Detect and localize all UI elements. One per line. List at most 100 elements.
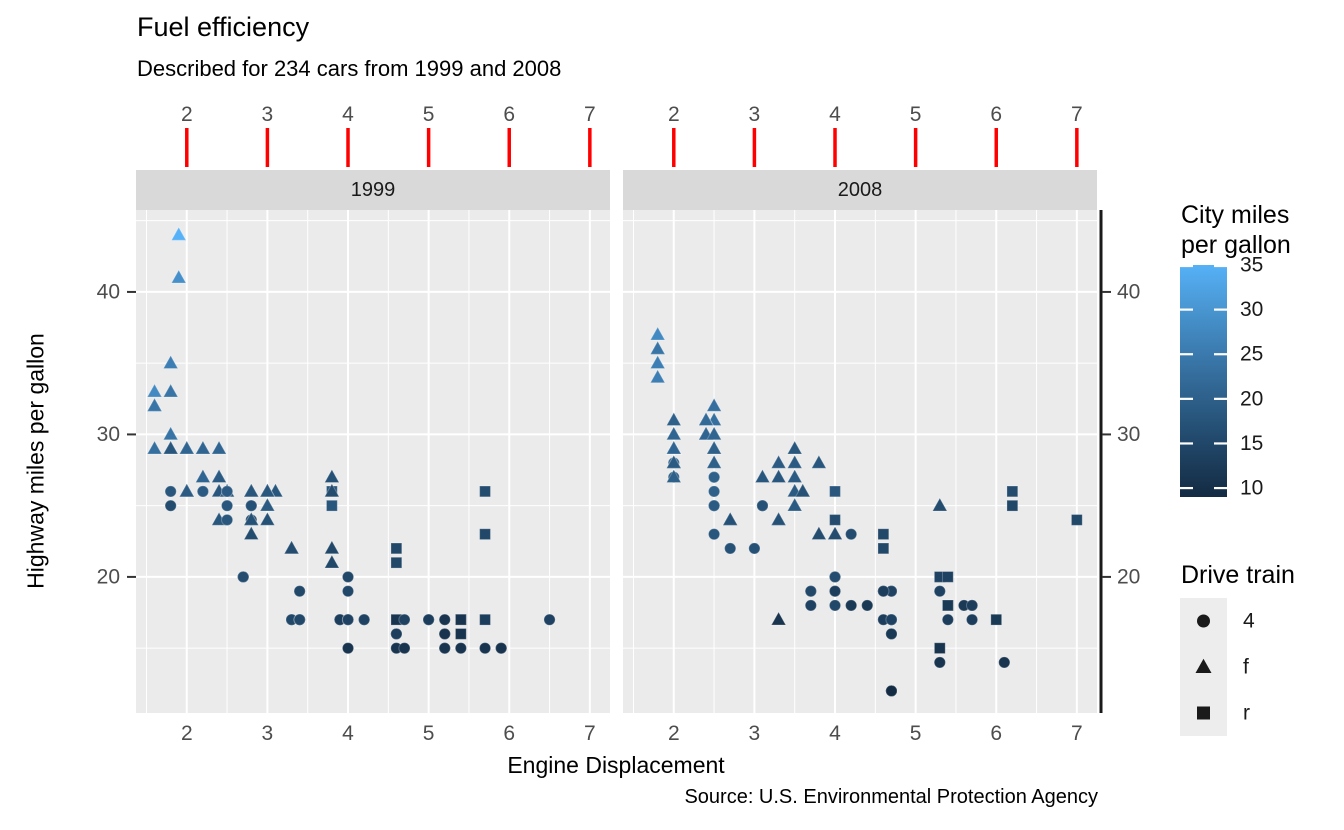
data-point-square: [325, 499, 338, 512]
chart-title: Fuel efficiency: [137, 12, 310, 42]
data-point-circle: [965, 613, 979, 626]
data-point-circle: [885, 613, 898, 626]
data-point-triangle: [770, 611, 787, 626]
data-point-circle: [804, 599, 817, 612]
left-axis-tick-label: 30: [97, 423, 120, 446]
data-point-circle: [454, 642, 467, 655]
data-point-circle: [341, 585, 355, 598]
legend-circle-symbol: [1197, 614, 1210, 628]
source-caption: Source: U.S. Environmental Protection Ag…: [684, 786, 1098, 808]
top-axis-tick-label: 2: [181, 103, 193, 126]
color-legend-title: City miles per gallon: [1181, 200, 1291, 260]
data-point-circle: [828, 570, 842, 584]
data-point-circle: [756, 499, 769, 512]
data-point-triangle: [810, 525, 827, 540]
data-point-triangle: [770, 511, 787, 526]
chart-subtitle: Described for 234 cars from 1999 and 200…: [137, 56, 562, 81]
data-point-circle: [438, 642, 451, 655]
data-point-circle: [933, 656, 946, 669]
data-point-square: [479, 528, 491, 541]
shape-legend: 4 fr: [1180, 598, 1255, 736]
top-axis: 2 3 4 5 6 7 2 3 4 5 6 7: [181, 103, 1083, 167]
bottom-axis-tick-label: 3: [749, 722, 761, 745]
data-point-circle: [293, 585, 306, 598]
data-point-circle: [196, 485, 210, 498]
data-point-circle: [724, 542, 737, 555]
data-point-circle: [828, 599, 842, 612]
data-point-triangle: [722, 511, 739, 526]
data-point-circle: [398, 642, 411, 655]
color-legend-title-line2: per gallon: [1181, 231, 1291, 259]
data-point-triangle: [178, 440, 195, 455]
colorbar-tick-label: 10: [1240, 477, 1263, 500]
data-point-circle: [341, 570, 355, 584]
data-point-triangle: [178, 482, 195, 498]
legend-item-label: f: [1243, 656, 1249, 679]
data-point-triangle: [770, 454, 787, 469]
legend-triangle-symbol: [1195, 658, 1212, 673]
data-point-square: [479, 485, 491, 498]
data-point-square: [941, 599, 954, 612]
data-point-triangle: [786, 440, 803, 455]
bottom-axis-tick-label: 6: [503, 722, 515, 745]
data-point-square: [941, 571, 954, 583]
data-point-triangle: [243, 511, 260, 526]
bottom-axis-tick-label: 5: [423, 722, 435, 745]
colorbar-tick-label: 20: [1240, 387, 1263, 410]
data-point-triangle: [162, 383, 179, 398]
data-point-triangle: [649, 368, 666, 384]
data-point-triangle: [810, 454, 827, 469]
data-point-circle: [341, 642, 355, 655]
data-point-square: [1070, 514, 1083, 526]
data-point-circle: [707, 499, 721, 512]
data-point-triangle: [243, 482, 260, 498]
legend-item-label: r: [1243, 702, 1250, 725]
data-point-triangle: [170, 269, 187, 284]
bottom-axis-tick-label: 7: [1071, 722, 1083, 745]
data-point-triangle: [210, 440, 228, 455]
data-point-triangle: [649, 340, 666, 355]
data-point-square: [829, 514, 841, 526]
data-point-triangle: [162, 440, 179, 455]
data-point-square: [990, 613, 1003, 626]
data-point-triangle: [665, 454, 682, 469]
data-point-triangle: [283, 539, 300, 555]
data-point-triangle: [665, 440, 682, 455]
left-axis-tick-label: 20: [97, 565, 120, 588]
top-axis-tick-label: 3: [262, 103, 274, 126]
data-point-circle: [164, 485, 177, 498]
data-point-triangle: [259, 482, 276, 498]
data-point-triangle: [697, 411, 715, 426]
data-point-circle: [877, 585, 890, 598]
top-axis-tick-label: 3: [749, 103, 761, 126]
color-legend: 35 30 25 20 15 10: [1180, 254, 1263, 500]
top-axis-tick-label: 4: [829, 103, 841, 126]
data-point-circle: [390, 627, 403, 641]
bottom-axis-tick-label: 4: [829, 722, 841, 745]
data-point-triangle: [706, 425, 723, 441]
data-point-circle: [341, 613, 355, 626]
facet-strip-label: 2008: [838, 179, 883, 201]
panel-background: [623, 210, 1097, 713]
data-point-circle: [543, 613, 556, 626]
data-point-triangle: [665, 468, 682, 483]
data-point-triangle: [706, 397, 723, 412]
data-point-triangle: [146, 397, 163, 412]
colorbar: [1180, 265, 1227, 497]
bottom-axis-tick-label: 7: [584, 722, 596, 745]
data-point-square: [877, 542, 890, 555]
data-point-square: [390, 542, 403, 555]
data-point-triangle: [194, 468, 211, 483]
facet-strip: [623, 170, 1097, 210]
data-point-circle: [707, 471, 721, 484]
data-point-triangle: [323, 539, 340, 555]
data-point-circle: [885, 627, 898, 641]
data-point-square: [1006, 485, 1019, 498]
top-axis-tick-label: 7: [1071, 103, 1083, 126]
data-point-triangle: [323, 468, 340, 483]
facet-strips: 1999 2008: [136, 170, 1097, 210]
data-point-circle: [861, 599, 874, 612]
data-point-triangle: [754, 468, 771, 483]
right-axis-tick-label: 30: [1117, 423, 1140, 446]
